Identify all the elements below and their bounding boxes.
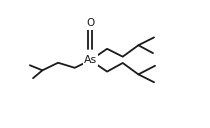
Text: As: As: [84, 55, 97, 65]
Text: O: O: [86, 18, 94, 29]
